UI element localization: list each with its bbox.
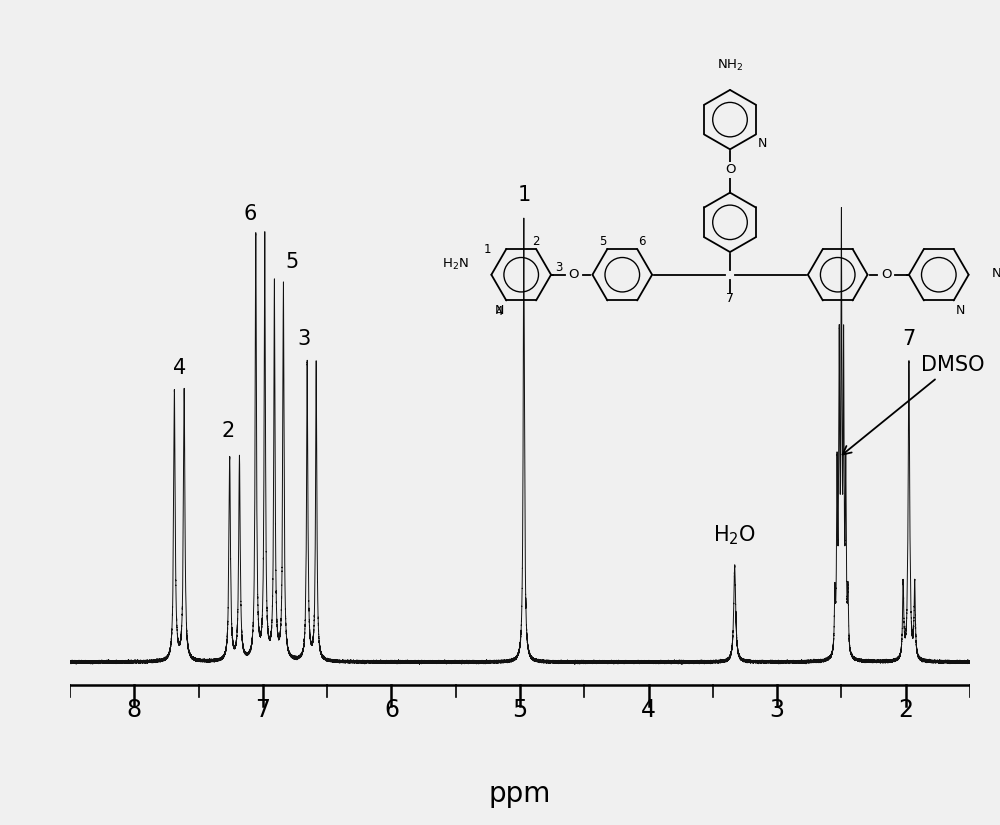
Text: 3: 3 (297, 329, 311, 349)
Text: O: O (881, 268, 891, 281)
Text: 2: 2 (898, 698, 913, 722)
Text: O: O (569, 268, 579, 281)
Text: 1: 1 (517, 185, 530, 205)
Text: 7: 7 (726, 292, 734, 305)
Text: H$_2$O: H$_2$O (713, 523, 756, 546)
Text: 6: 6 (384, 698, 399, 722)
Text: N: N (758, 136, 767, 149)
Text: 4: 4 (173, 358, 186, 378)
Text: 8: 8 (127, 698, 142, 722)
Text: 2: 2 (532, 235, 540, 248)
Text: N: N (956, 304, 965, 317)
Text: 3: 3 (555, 261, 562, 274)
Text: 1: 1 (483, 243, 491, 256)
Text: H$_2$N: H$_2$N (442, 257, 469, 272)
Text: 4: 4 (495, 305, 503, 318)
Text: NH$_2$: NH$_2$ (991, 267, 1000, 282)
Text: DMSO: DMSO (843, 355, 985, 455)
Text: 6: 6 (243, 204, 257, 224)
Text: 5: 5 (285, 252, 298, 272)
Text: 2: 2 (222, 421, 235, 441)
Text: O: O (725, 163, 735, 177)
Text: 6: 6 (638, 235, 646, 248)
Text: ppm: ppm (489, 780, 551, 808)
Text: 7: 7 (902, 329, 916, 349)
Text: N: N (495, 304, 504, 317)
Text: 4: 4 (641, 698, 656, 722)
Text: 7: 7 (255, 698, 270, 722)
Text: 5: 5 (512, 698, 528, 722)
Text: 3: 3 (770, 698, 785, 722)
Text: NH$_2$: NH$_2$ (717, 58, 743, 73)
Text: 5: 5 (599, 235, 606, 248)
